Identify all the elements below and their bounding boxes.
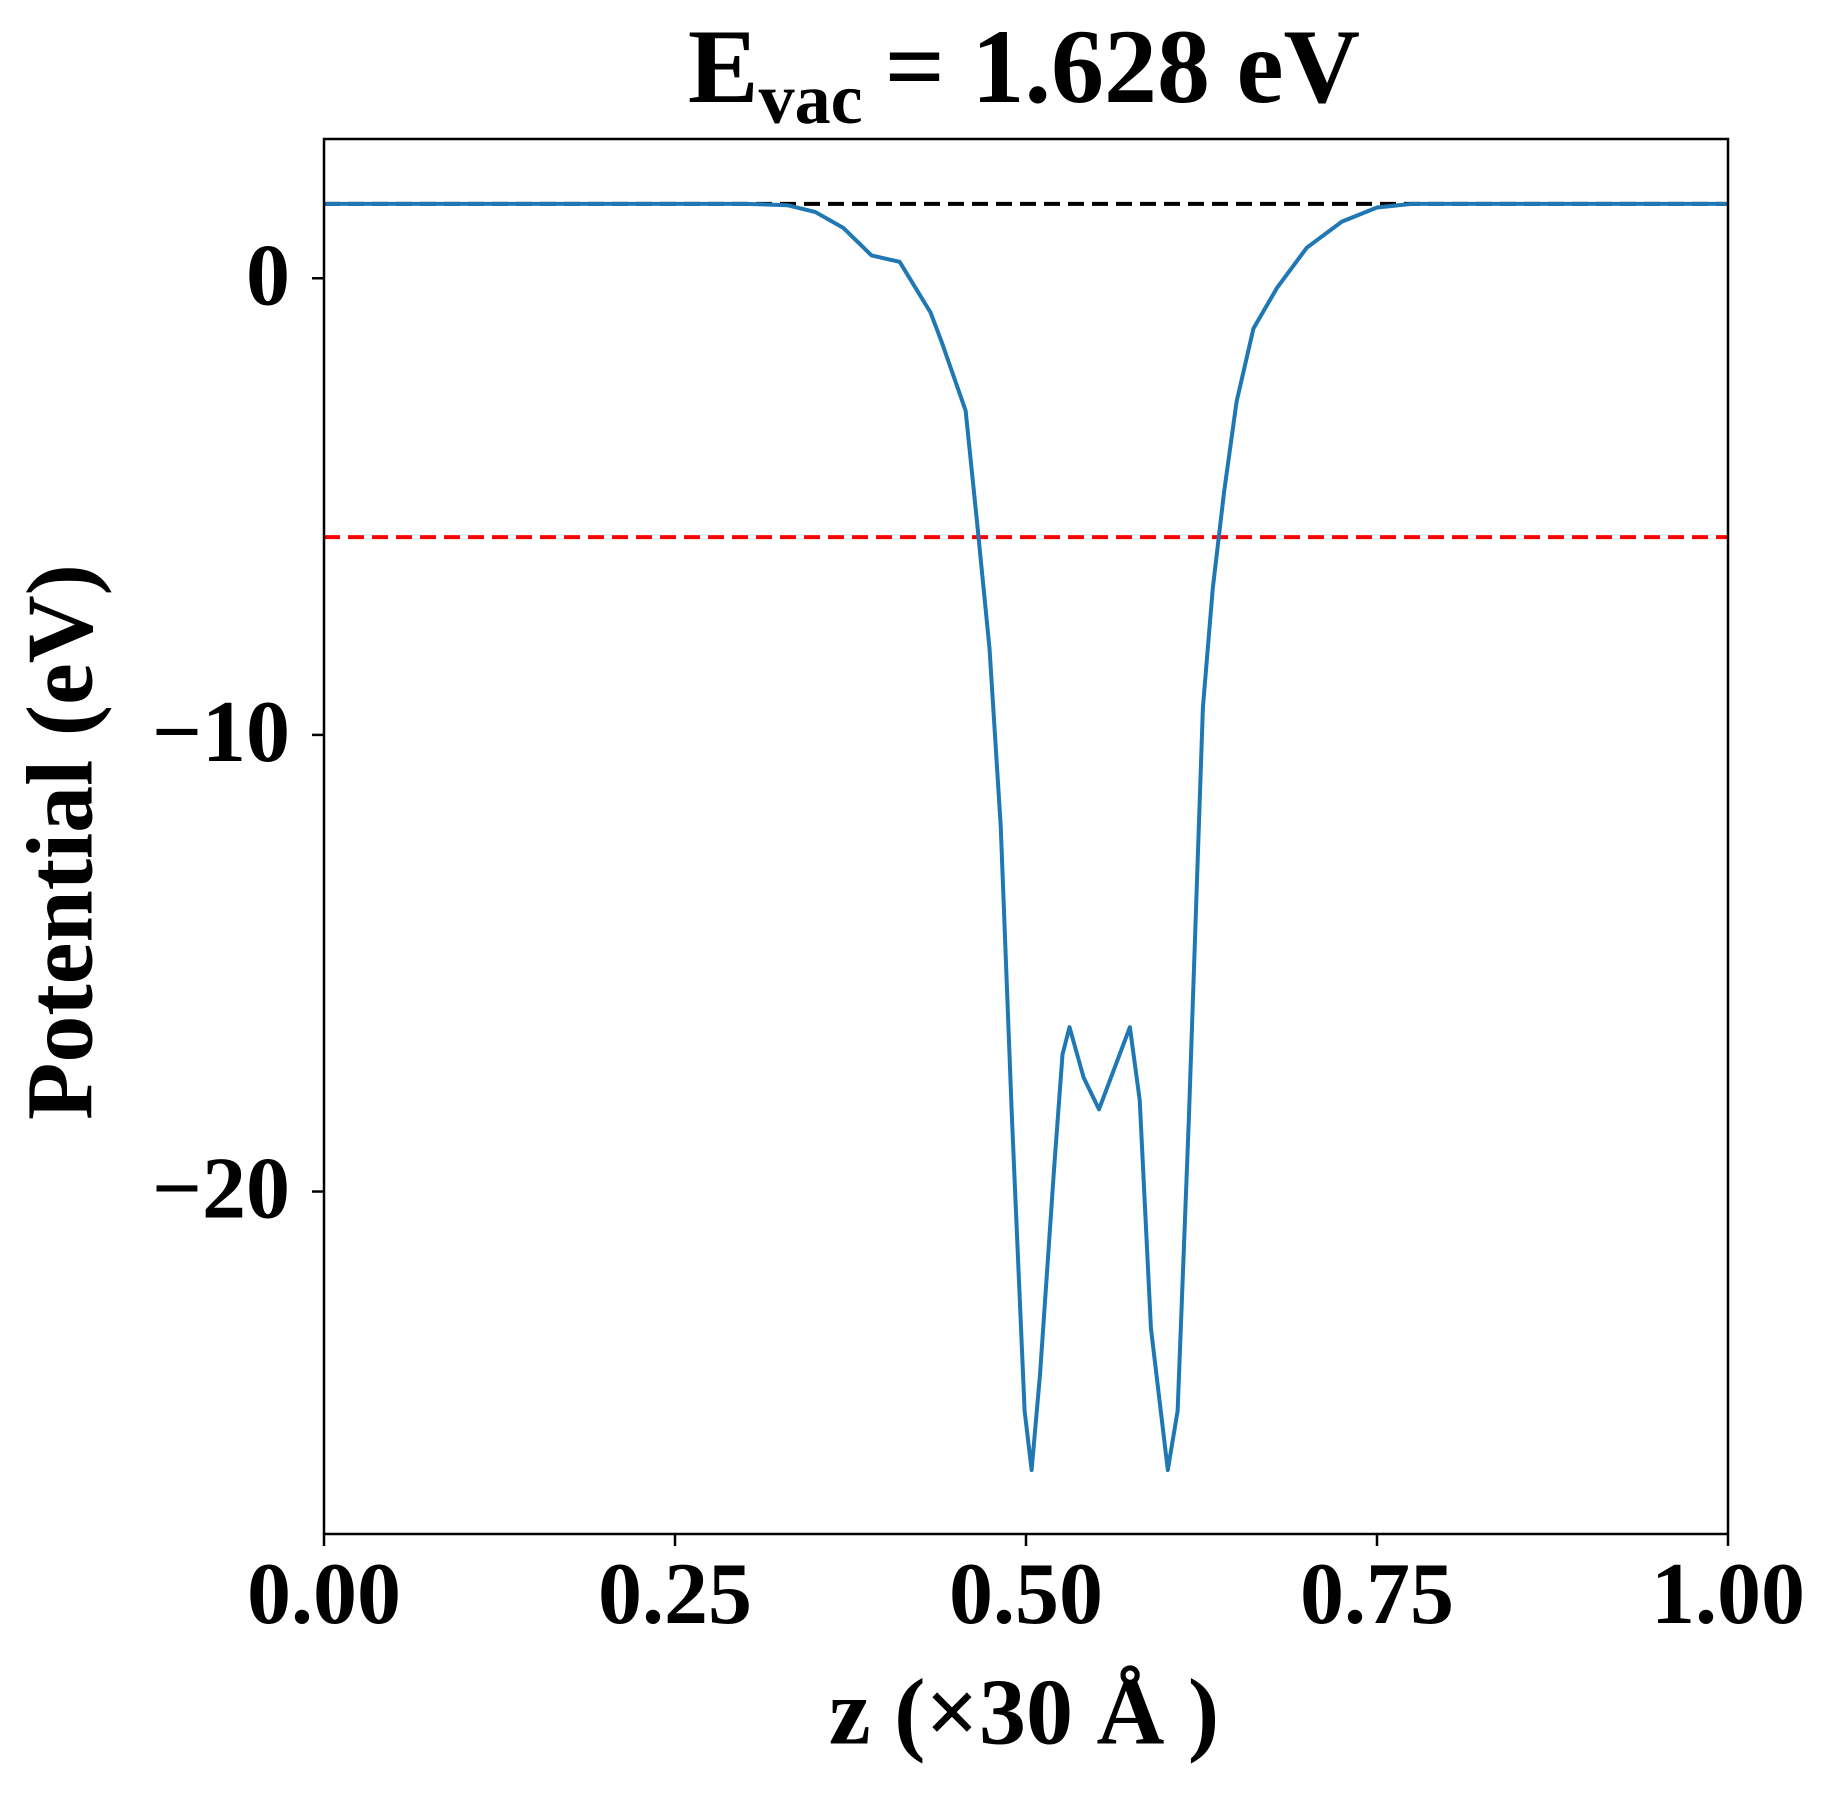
y-tick-label: 0 <box>246 227 290 324</box>
title-sub: vac <box>759 59 863 139</box>
x-axis-label: z (×30 Å ) <box>829 1661 1219 1765</box>
y-tick-label: −10 <box>152 684 290 781</box>
x-tick-label: 0.50 <box>949 1546 1103 1643</box>
title-main: E <box>688 8 759 125</box>
chart-title: Evac = 1.628 eV <box>688 8 1360 138</box>
x-tick-label: 0.75 <box>1300 1546 1454 1643</box>
data-line <box>324 201 1728 1473</box>
title-rest: = 1.628 eV <box>885 8 1361 125</box>
y-axis-label: Potential (eV) <box>9 564 113 1120</box>
plot-frame <box>322 137 1730 1536</box>
x-tick-label: 0.00 <box>247 1546 401 1643</box>
y-tick-label: −20 <box>152 1141 290 1238</box>
x-tick-label: 0.25 <box>598 1546 752 1643</box>
x-tick-label: 1.00 <box>1651 1546 1805 1643</box>
